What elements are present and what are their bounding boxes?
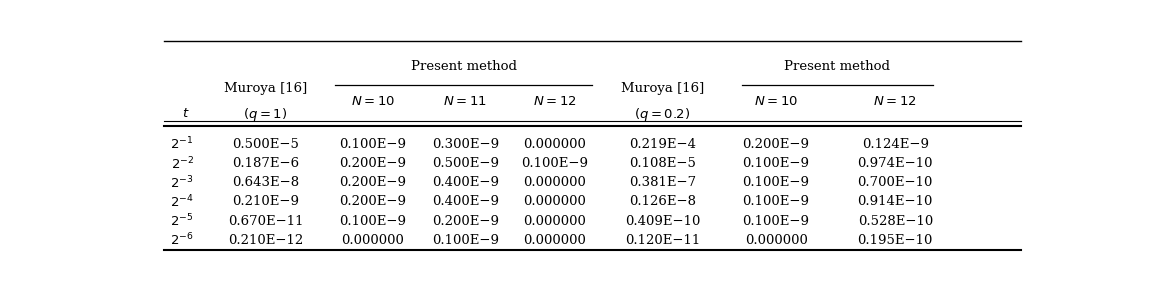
Text: 0.200E−9: 0.200E−9 <box>340 195 407 208</box>
Text: 0.000000: 0.000000 <box>524 176 586 189</box>
Text: 0.100E−9: 0.100E−9 <box>340 214 407 228</box>
Text: $N = 12$: $N = 12$ <box>533 95 577 108</box>
Text: 0.100E−9: 0.100E−9 <box>742 214 809 228</box>
Text: $2^{-2}$: $2^{-2}$ <box>171 155 194 172</box>
Text: $N = 12$: $N = 12$ <box>874 95 917 108</box>
Text: 0.219E−4: 0.219E−4 <box>629 138 696 151</box>
Text: 0.974E−10: 0.974E−10 <box>858 157 933 170</box>
Text: 0.914E−10: 0.914E−10 <box>858 195 933 208</box>
Text: 0.409E−10: 0.409E−10 <box>624 214 701 228</box>
Text: 0.210E−12: 0.210E−12 <box>228 234 303 247</box>
Text: $2^{-6}$: $2^{-6}$ <box>170 232 194 249</box>
Text: 0.700E−10: 0.700E−10 <box>858 176 933 189</box>
Text: Present method: Present method <box>410 60 517 73</box>
Text: 0.210E−9: 0.210E−9 <box>232 195 299 208</box>
Text: $t$: $t$ <box>183 107 190 120</box>
Text: 0.000000: 0.000000 <box>524 138 586 151</box>
Text: 0.100E−9: 0.100E−9 <box>521 157 588 170</box>
Text: 0.200E−9: 0.200E−9 <box>340 157 407 170</box>
Text: 0.528E−10: 0.528E−10 <box>858 214 933 228</box>
Text: 0.108E−5: 0.108E−5 <box>629 157 696 170</box>
Text: $N = 10$: $N = 10$ <box>754 95 798 108</box>
Text: 0.195E−10: 0.195E−10 <box>858 234 933 247</box>
Text: 0.400E−9: 0.400E−9 <box>431 176 498 189</box>
Text: $(q = 1)$: $(q = 1)$ <box>243 106 288 123</box>
Text: 0.500E−9: 0.500E−9 <box>431 157 498 170</box>
Text: $N = 10$: $N = 10$ <box>351 95 395 108</box>
Text: 0.000000: 0.000000 <box>744 234 808 247</box>
Text: 0.400E−9: 0.400E−9 <box>431 195 498 208</box>
Text: 0.670E−11: 0.670E−11 <box>228 214 303 228</box>
Text: 0.120E−11: 0.120E−11 <box>624 234 699 247</box>
Text: 0.187E−6: 0.187E−6 <box>232 157 299 170</box>
Text: $2^{-1}$: $2^{-1}$ <box>170 136 194 153</box>
Text: Muroya [16]: Muroya [16] <box>224 82 307 95</box>
Text: 0.100E−9: 0.100E−9 <box>340 138 407 151</box>
Text: 0.126E−8: 0.126E−8 <box>629 195 696 208</box>
Text: 0.000000: 0.000000 <box>524 214 586 228</box>
Text: 0.200E−9: 0.200E−9 <box>431 214 498 228</box>
Text: 0.100E−9: 0.100E−9 <box>742 157 809 170</box>
Text: 0.200E−9: 0.200E−9 <box>742 138 809 151</box>
Text: $(q = 0.2)$: $(q = 0.2)$ <box>635 106 690 123</box>
Text: 0.100E−9: 0.100E−9 <box>431 234 498 247</box>
Text: 0.381E−7: 0.381E−7 <box>629 176 696 189</box>
Text: 0.500E−5: 0.500E−5 <box>232 138 299 151</box>
Text: 0.200E−9: 0.200E−9 <box>340 176 407 189</box>
Text: 0.000000: 0.000000 <box>341 234 405 247</box>
Text: 0.000000: 0.000000 <box>524 234 586 247</box>
Text: 0.100E−9: 0.100E−9 <box>742 176 809 189</box>
Text: $2^{-4}$: $2^{-4}$ <box>170 194 194 210</box>
Text: $2^{-3}$: $2^{-3}$ <box>170 174 194 191</box>
Text: Muroya [16]: Muroya [16] <box>621 82 704 95</box>
Text: $2^{-5}$: $2^{-5}$ <box>170 213 194 229</box>
Text: $N = 11$: $N = 11$ <box>443 95 487 108</box>
Text: 0.300E−9: 0.300E−9 <box>431 138 498 151</box>
Text: 0.100E−9: 0.100E−9 <box>742 195 809 208</box>
Text: Present method: Present method <box>785 60 890 73</box>
Text: 0.643E−8: 0.643E−8 <box>232 176 299 189</box>
Text: 0.000000: 0.000000 <box>524 195 586 208</box>
Text: 0.124E−9: 0.124E−9 <box>861 138 928 151</box>
